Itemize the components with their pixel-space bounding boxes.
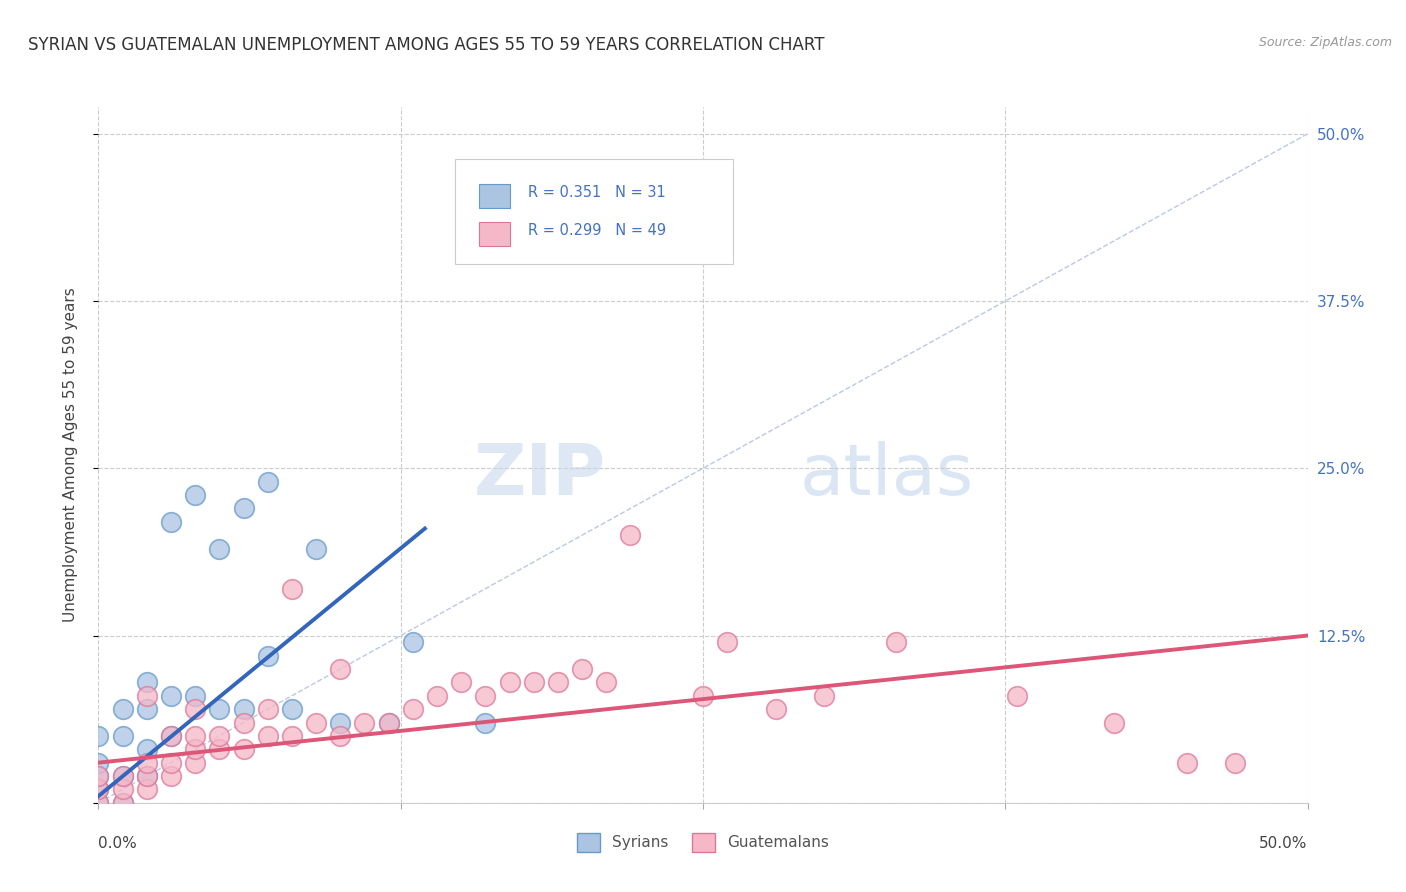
Point: [1102, 715, 1125, 730]
Point: [523, 675, 546, 690]
Text: atlas: atlas: [800, 442, 974, 510]
Point: [886, 635, 908, 649]
Point: [87, 796, 110, 810]
Point: [111, 729, 134, 743]
Point: [474, 715, 496, 730]
Text: 0.0%: 0.0%: [98, 837, 138, 851]
Point: [353, 715, 375, 730]
Point: [256, 475, 278, 489]
Point: [232, 742, 254, 756]
Point: [135, 702, 157, 716]
Point: [329, 715, 352, 730]
Point: [111, 782, 134, 797]
Point: [135, 742, 157, 756]
Text: R = 0.299   N = 49: R = 0.299 N = 49: [527, 223, 666, 238]
Point: [87, 729, 110, 743]
Point: [135, 769, 157, 783]
Point: [498, 675, 520, 690]
Point: [160, 689, 183, 703]
Point: [208, 541, 231, 556]
Point: [256, 702, 278, 716]
Text: ZIP: ZIP: [474, 442, 606, 510]
Point: [160, 756, 183, 770]
Point: [87, 769, 110, 783]
Point: [523, 234, 546, 248]
Point: [281, 702, 304, 716]
Point: [160, 769, 183, 783]
Point: [160, 729, 183, 743]
Point: [184, 756, 207, 770]
Point: [135, 769, 157, 783]
Point: [377, 715, 399, 730]
Point: [208, 742, 231, 756]
Point: [765, 702, 787, 716]
Point: [305, 541, 328, 556]
Point: [184, 488, 207, 502]
Point: [692, 689, 714, 703]
Point: [281, 729, 304, 743]
Point: [595, 675, 617, 690]
Point: [208, 729, 231, 743]
FancyBboxPatch shape: [456, 159, 734, 264]
Point: [402, 635, 425, 649]
Point: [256, 729, 278, 743]
Text: Source: ZipAtlas.com: Source: ZipAtlas.com: [1258, 36, 1392, 49]
Point: [305, 715, 328, 730]
Point: [281, 582, 304, 596]
Point: [232, 702, 254, 716]
Legend: Syrians, Guatemalans: Syrians, Guatemalans: [571, 827, 835, 858]
Point: [111, 796, 134, 810]
Point: [1175, 756, 1198, 770]
Point: [716, 635, 738, 649]
Point: [87, 782, 110, 797]
Text: R = 0.351   N = 31: R = 0.351 N = 31: [527, 186, 665, 200]
Point: [87, 796, 110, 810]
Point: [232, 501, 254, 516]
Point: [813, 689, 835, 703]
Point: [377, 715, 399, 730]
Point: [135, 675, 157, 690]
Point: [87, 782, 110, 797]
Point: [184, 729, 207, 743]
Point: [1007, 689, 1029, 703]
Point: [111, 796, 134, 810]
Point: [135, 782, 157, 797]
Point: [135, 756, 157, 770]
Point: [402, 702, 425, 716]
Point: [329, 729, 352, 743]
Point: [87, 769, 110, 783]
Point: [111, 769, 134, 783]
FancyBboxPatch shape: [479, 184, 509, 208]
Point: [135, 689, 157, 703]
Y-axis label: Unemployment Among Ages 55 to 59 years: Unemployment Among Ages 55 to 59 years: [63, 287, 77, 623]
Point: [571, 662, 593, 676]
Point: [426, 689, 449, 703]
Point: [184, 702, 207, 716]
Point: [111, 769, 134, 783]
Text: SYRIAN VS GUATEMALAN UNEMPLOYMENT AMONG AGES 55 TO 59 YEARS CORRELATION CHART: SYRIAN VS GUATEMALAN UNEMPLOYMENT AMONG …: [28, 36, 825, 54]
Point: [111, 702, 134, 716]
Point: [547, 675, 569, 690]
Point: [160, 515, 183, 529]
Point: [87, 756, 110, 770]
Point: [474, 689, 496, 703]
Point: [232, 715, 254, 730]
Point: [184, 742, 207, 756]
Point: [256, 648, 278, 663]
Point: [208, 702, 231, 716]
Point: [619, 528, 641, 542]
FancyBboxPatch shape: [479, 222, 509, 246]
Point: [184, 689, 207, 703]
Point: [1223, 756, 1246, 770]
Point: [450, 675, 472, 690]
Point: [160, 729, 183, 743]
Text: 50.0%: 50.0%: [1260, 837, 1308, 851]
Point: [329, 662, 352, 676]
